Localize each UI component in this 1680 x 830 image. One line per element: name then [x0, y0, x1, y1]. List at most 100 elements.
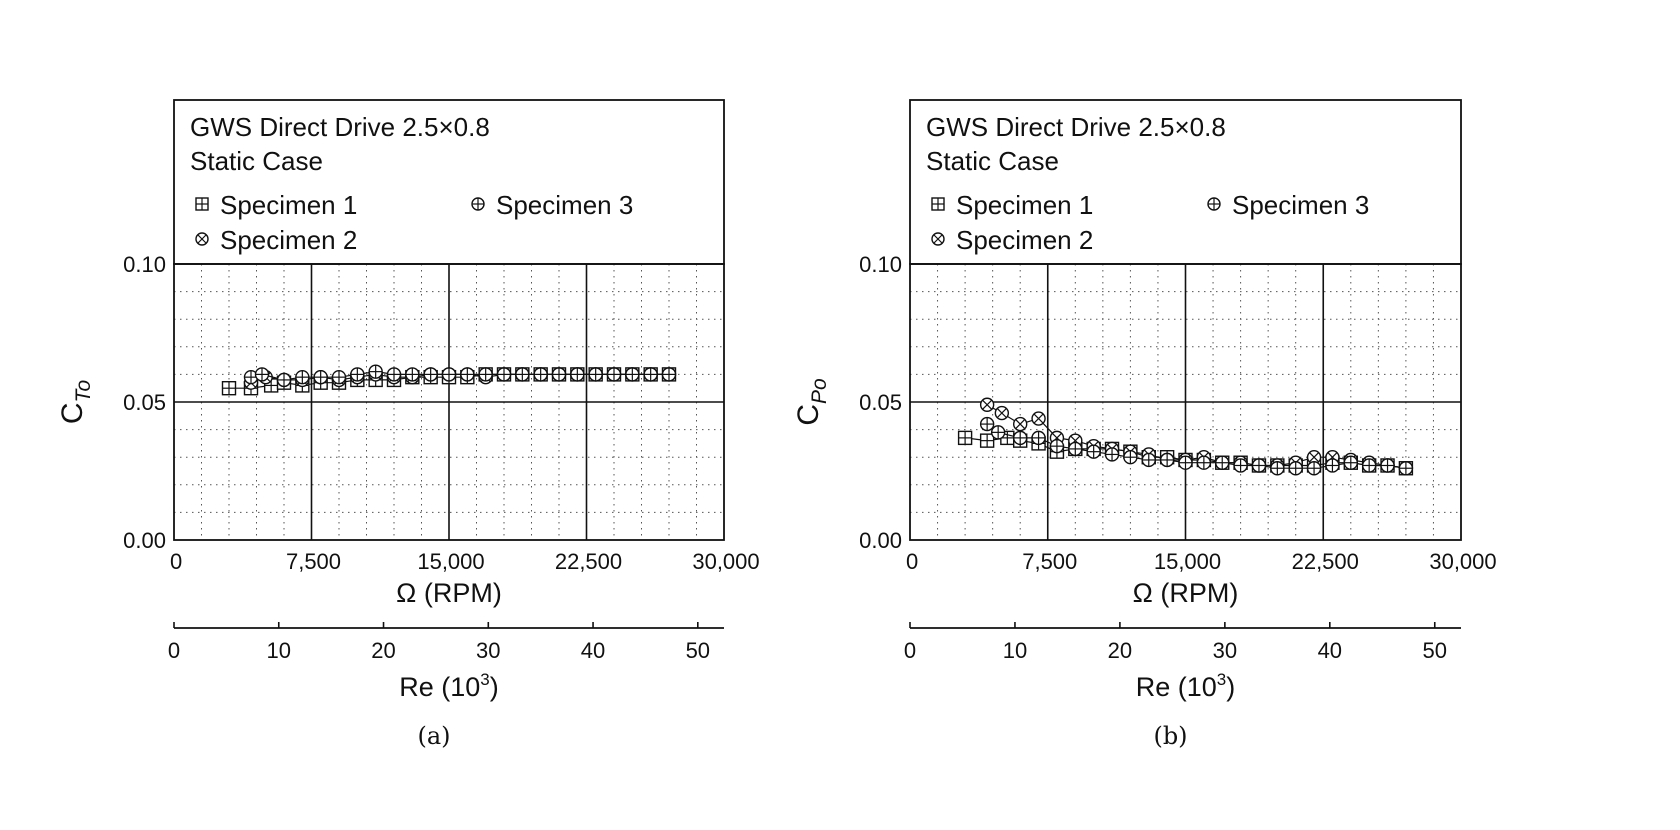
data-point [350, 367, 365, 382]
secondary-x-tick-label: 50 [1423, 638, 1447, 663]
legend-title-line-2: Static Case [926, 146, 1059, 176]
secondary-x-tick-label: 20 [1108, 638, 1132, 663]
chart-panel-a: GWS Direct Drive 2.5×0.8 Static Case Speci… [56, 99, 760, 750]
data-point [313, 369, 328, 385]
data-point [405, 367, 420, 382]
y-tick-label: 0.00 [123, 528, 166, 553]
legend: GWS Direct Drive 2.5×0.8 Static Case Speci… [190, 112, 633, 255]
data-point [1398, 461, 1414, 476]
data-point [295, 369, 310, 385]
x-tick-label: 15,000 [417, 549, 484, 574]
legend-label-specimen-1: Specimen 1 [956, 190, 1093, 220]
x-axis-title: Ω (RPM) [1133, 578, 1239, 608]
legend-label-specimen-1: Specimen 1 [220, 190, 357, 220]
secondary-x-tick-label: 0 [904, 638, 916, 663]
data-point [1159, 452, 1175, 468]
data-point [1013, 430, 1028, 446]
legend-title-line-1: GWS Direct Drive 2.5×0.8 [926, 112, 1226, 142]
data-point [1325, 458, 1340, 473]
y-tick-label: 0.10 [123, 252, 166, 277]
x-tick-label: 22,500 [1292, 549, 1359, 574]
data-point [1343, 455, 1359, 470]
plot-frame [909, 263, 1462, 541]
secondary-x-tick-label: 10 [267, 638, 291, 663]
data-point [243, 369, 259, 385]
y-tick-label: 0.05 [859, 390, 902, 415]
data-point [441, 367, 457, 382]
data-point [1233, 458, 1248, 473]
data-point [1013, 416, 1028, 432]
data-point [1104, 447, 1120, 462]
data-point [386, 367, 402, 382]
legend-marker-specimen-3 [471, 197, 485, 211]
secondary-x-tick-label: 30 [476, 638, 500, 663]
data-point [1380, 458, 1395, 473]
x-tick-label: 7,500 [286, 549, 341, 574]
x-tick-label: 0 [906, 549, 918, 574]
data-point [979, 416, 995, 432]
legend-label-specimen-3: Specimen 3 [496, 190, 633, 220]
data-point [625, 367, 640, 382]
secondary-x-tick-label: 40 [1318, 638, 1342, 663]
data-point [1251, 458, 1267, 473]
x-tick-label: 15,000 [1154, 549, 1221, 574]
y-tick-label: 0.00 [859, 528, 902, 553]
legend-title-line-2: Static Case [190, 146, 323, 176]
data-point [331, 369, 347, 385]
data-point [551, 367, 567, 382]
data-point [1068, 441, 1083, 457]
x-tick-label: 30,000 [1429, 549, 1496, 574]
data-point [957, 430, 973, 446]
data-point [1196, 455, 1212, 470]
x-tick-label: 22,500 [555, 549, 622, 574]
series-specimen-3 [243, 364, 677, 388]
data-point [588, 367, 603, 382]
x-tick-label: 30,000 [692, 549, 759, 574]
plot-frame [173, 263, 725, 541]
secondary-x-axis: 0 10 20 30 40 50 Re (103) [904, 622, 1461, 702]
data-point [643, 367, 658, 382]
secondary-x-tick-label: 0 [168, 638, 180, 663]
y-axis-title: CPo [792, 378, 831, 426]
y-axis-title: CTo [56, 380, 95, 425]
data-point [478, 367, 493, 382]
panel-caption: (b) [1153, 722, 1187, 750]
y-tick-label: 0.10 [859, 252, 902, 277]
panel-caption: (a) [417, 722, 450, 750]
x-tick-label: 0 [170, 549, 182, 574]
legend-label-specimen-2: Specimen 2 [956, 225, 1093, 255]
data-point [1031, 411, 1046, 426]
data-point [661, 367, 677, 382]
data-point [460, 367, 475, 382]
legend: GWS Direct Drive 2.5×0.8 Static Case Speci… [926, 112, 1369, 255]
data-point [994, 405, 1010, 421]
data-point [423, 367, 438, 382]
data-point [1178, 455, 1193, 470]
legend-marker-specimen-3 [1207, 197, 1221, 211]
data-point [515, 367, 530, 382]
secondary-x-axis-title: Re (103) [399, 670, 499, 702]
data-point [221, 381, 237, 396]
data-point [1270, 461, 1285, 476]
data-point [1306, 461, 1322, 476]
legend-label-specimen-3: Specimen 3 [1232, 190, 1369, 220]
data-point [533, 367, 548, 382]
legend-label-specimen-2: Specimen 2 [220, 225, 357, 255]
data-point [1306, 450, 1322, 465]
data-point [1123, 450, 1138, 465]
data-point [1141, 452, 1156, 468]
data-point [606, 367, 622, 382]
legend-marker-specimen-1 [931, 197, 945, 211]
secondary-x-axis: 0 10 20 30 40 50 Re (103) [168, 622, 724, 702]
secondary-x-tick-label: 10 [1003, 638, 1027, 663]
secondary-x-tick-label: 50 [686, 638, 710, 663]
data-point [1086, 444, 1101, 459]
data-point [1215, 455, 1230, 470]
data-point [368, 364, 383, 379]
legend-marker-specimen-1 [195, 197, 209, 211]
data-point [1288, 461, 1303, 476]
data-point [990, 425, 1006, 440]
legend-marker-specimen-2 [195, 232, 209, 246]
series-specimen-3 [979, 416, 1414, 476]
